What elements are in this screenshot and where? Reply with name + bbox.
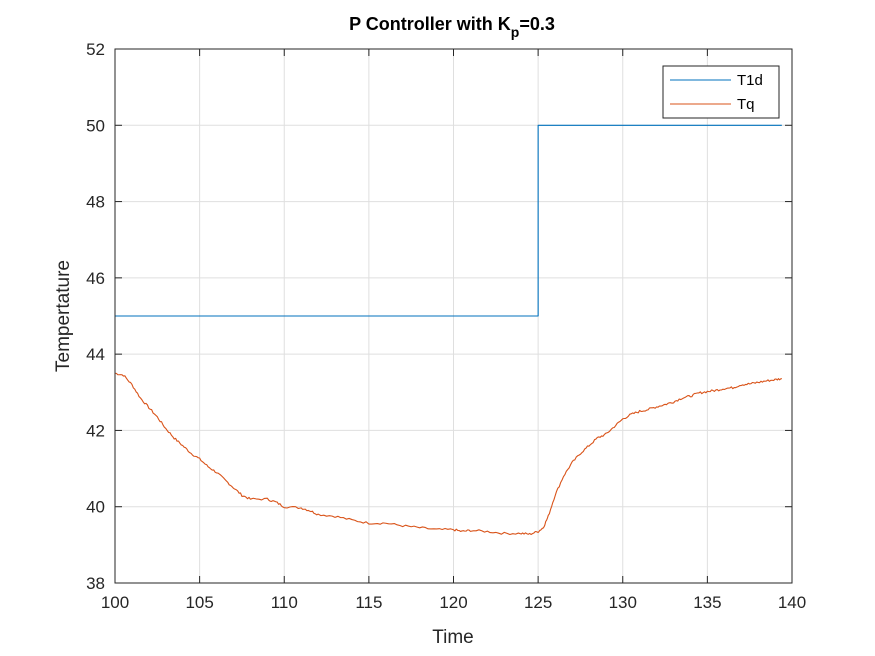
chart-title-main: P Controller with K — [349, 14, 511, 34]
y-tick-label: 46 — [86, 269, 105, 288]
x-tick-label: 100 — [101, 593, 129, 612]
chart-title-tail: =0.3 — [519, 14, 555, 34]
series-layer — [114, 124, 782, 536]
y-tick-label: 50 — [86, 116, 105, 135]
x-tick-label: 140 — [778, 593, 806, 612]
y-tick-label: 52 — [86, 40, 105, 59]
x-axis-label: Time — [432, 627, 474, 648]
y-tick-label: 40 — [86, 498, 105, 517]
legend-label-t1d: T1d — [737, 72, 763, 89]
y-tick-label: 44 — [86, 345, 105, 364]
y-tick-label: 42 — [86, 421, 105, 440]
x-tick-label: 110 — [271, 593, 298, 612]
x-tick-label: 120 — [439, 593, 467, 612]
y-tick-label: 48 — [86, 193, 105, 212]
series-line-tq — [114, 372, 782, 536]
chart-title-subscript: p — [511, 24, 520, 40]
ticks — [114, 48, 793, 584]
x-tick-label: 125 — [524, 593, 552, 612]
x-tick-label: 135 — [693, 593, 721, 612]
y-axis-label: Tempertature — [53, 260, 74, 372]
legend: T1d Tq — [662, 65, 780, 119]
x-tick-label: 130 — [609, 593, 637, 612]
legend-box — [662, 65, 780, 119]
y-tick-label: 38 — [86, 574, 105, 593]
x-tick-label: 115 — [355, 593, 382, 612]
series-line-t1d — [115, 124, 782, 317]
chart-title: P Controller with Kp=0.3 — [349, 14, 555, 40]
x-tick-label: 105 — [185, 593, 213, 612]
tick-labels: 100 105 110 115 120 125 130 135 140 38 40 42 44 46 48 5… — [86, 40, 806, 612]
legend-label-tq: Tq — [737, 96, 755, 113]
